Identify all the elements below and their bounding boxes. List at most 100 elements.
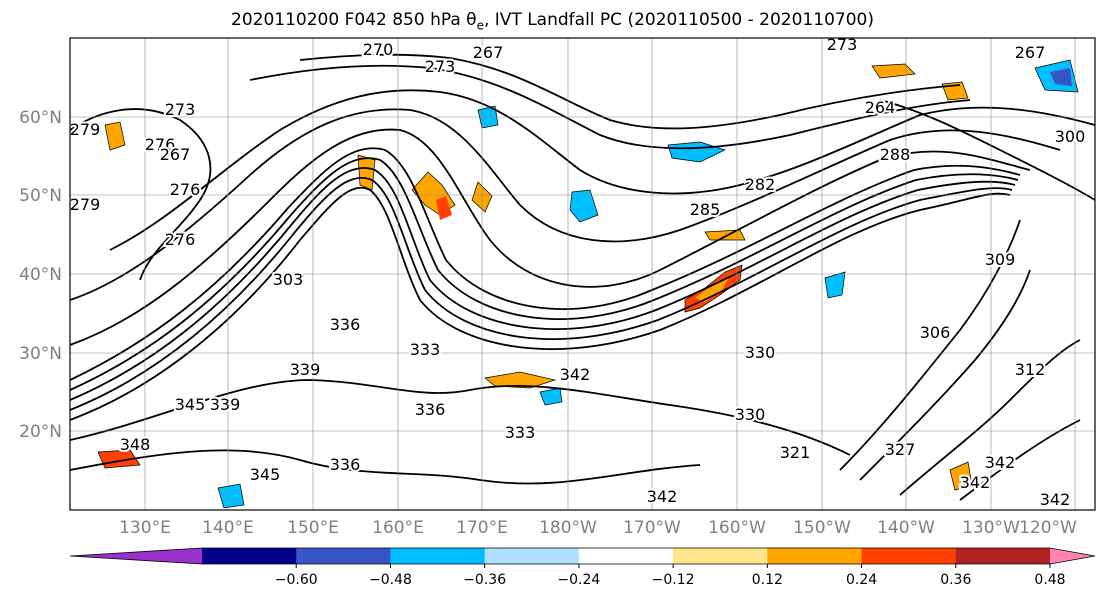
shading-patch <box>695 276 730 302</box>
shading-layer <box>97 59 1079 509</box>
contour-line <box>959 419 1081 501</box>
contour-label: 270 <box>363 40 394 59</box>
colorbar-label: 0.48 <box>1034 572 1065 588</box>
contour-line <box>70 379 851 456</box>
lat-label: 20°N <box>19 422 62 442</box>
contour-label: 267 <box>473 43 504 62</box>
shading-patch <box>824 271 846 299</box>
contour-line <box>879 99 1095 201</box>
colorbar-segment <box>202 548 297 564</box>
colorbar-segment <box>578 548 674 564</box>
contour-layer <box>70 53 1095 501</box>
shading-patch <box>667 141 726 163</box>
shading-patch <box>704 229 746 241</box>
colorbar-label: −0.36 <box>463 572 506 588</box>
contour-line <box>70 167 1016 401</box>
shading-patch <box>569 189 599 223</box>
contour-line <box>70 177 1013 411</box>
colorbar-labels: −0.60 −0.48 −0.36 −0.24 −0.12 0.12 0.24 0.36 0.4… <box>275 564 1066 588</box>
contour-label: 342 <box>1040 490 1071 509</box>
contour-label: 267 <box>160 145 191 164</box>
colorbar-label: −0.24 <box>557 572 600 588</box>
lon-label: 120°W <box>1019 518 1077 538</box>
contour-label: 345 <box>250 465 281 484</box>
contour-label: 273 <box>165 100 196 119</box>
shading-patch <box>104 121 126 151</box>
map-frame <box>69 37 1096 511</box>
contour-label: 306 <box>920 323 951 342</box>
colorbar-segment <box>296 548 391 564</box>
colorbar-label: 0.24 <box>846 572 877 588</box>
map-title: 2020110200 F042 850 hPa θe, IVT Landfall… <box>231 10 874 33</box>
lon-label: 170°E <box>456 518 508 538</box>
contour-line <box>839 219 1021 471</box>
contour-label: 321 <box>780 443 811 462</box>
contour-label: 279 <box>70 120 101 139</box>
lat-label: 50°N <box>19 186 62 206</box>
colorbar-segment <box>955 548 1051 564</box>
contour-label: 276 <box>145 135 176 154</box>
colorbar-segment <box>484 548 580 564</box>
shading-patch <box>217 483 245 509</box>
contour-line <box>70 157 1019 391</box>
contour-line <box>70 128 1031 346</box>
contour-line <box>859 269 1031 481</box>
shading-patch <box>949 461 973 491</box>
contour-label: 279 <box>70 195 101 214</box>
contour-label: 312 <box>1015 360 1046 379</box>
colorbar-label: 0.12 <box>752 572 783 588</box>
contour-label: 300 <box>1055 127 1086 146</box>
contour-label: 336 <box>330 315 361 334</box>
contour-line <box>70 108 1061 301</box>
contour-label: 333 <box>505 423 536 442</box>
lon-label: 150°W <box>793 518 851 538</box>
contour-label: 339 <box>210 395 241 414</box>
contour-label: 339 <box>290 360 321 379</box>
contour-label: 303 <box>273 270 304 289</box>
contour-label: 348 <box>120 435 151 454</box>
contour-line <box>70 449 701 485</box>
lon-label: 130°E <box>119 518 171 538</box>
contour-label: 282 <box>745 175 776 194</box>
lat-label: 40°N <box>19 265 62 285</box>
colorbar-segment <box>673 548 768 564</box>
colorbar-extend-max <box>1050 548 1095 564</box>
contour-label: 276 <box>170 180 201 199</box>
contour-line <box>70 186 1011 421</box>
colorbar-label: −0.48 <box>369 572 412 588</box>
contour-label: 285 <box>690 200 721 219</box>
colorbar-label: −0.60 <box>275 572 318 588</box>
lon-label: 160°E <box>372 518 424 538</box>
colorbar <box>69 547 1096 565</box>
contour-label: 327 <box>885 440 916 459</box>
contour-label: 273 <box>827 35 858 54</box>
latitude-labels: 60°N 50°N 40°N 30°N 20°N <box>19 108 62 442</box>
longitude-labels: 130°E 140°E 150°E 160°E 170°E 180°W 170°… <box>119 518 1077 538</box>
shading-patch <box>484 371 557 389</box>
colorbar-outline <box>69 547 1096 565</box>
graticule <box>70 38 1095 510</box>
lon-label: 140°E <box>202 518 254 538</box>
colorbar-label: 0.36 <box>940 572 971 588</box>
contour-line <box>899 339 1081 496</box>
contour-label: 342 <box>960 473 991 492</box>
contour-label: 342 <box>560 365 591 384</box>
shading-patch <box>357 154 376 191</box>
lon-label: 180°W <box>539 518 597 538</box>
contour-label: 309 <box>985 250 1016 269</box>
contour-line <box>70 147 1021 381</box>
lon-label: 130°W <box>962 518 1020 538</box>
contour-label: 333 <box>410 340 441 359</box>
colorbar-segment <box>767 548 863 564</box>
shading-patch <box>539 387 563 406</box>
contour-label: 330 <box>735 405 766 424</box>
contour-label: 276 <box>165 230 196 249</box>
lat-label: 30°N <box>19 344 62 364</box>
contour-label: 288 <box>880 145 911 164</box>
contour-line <box>299 53 961 130</box>
lon-label: 170°W <box>623 518 681 538</box>
shading-patch <box>436 196 452 220</box>
lon-label: 150°E <box>287 518 339 538</box>
